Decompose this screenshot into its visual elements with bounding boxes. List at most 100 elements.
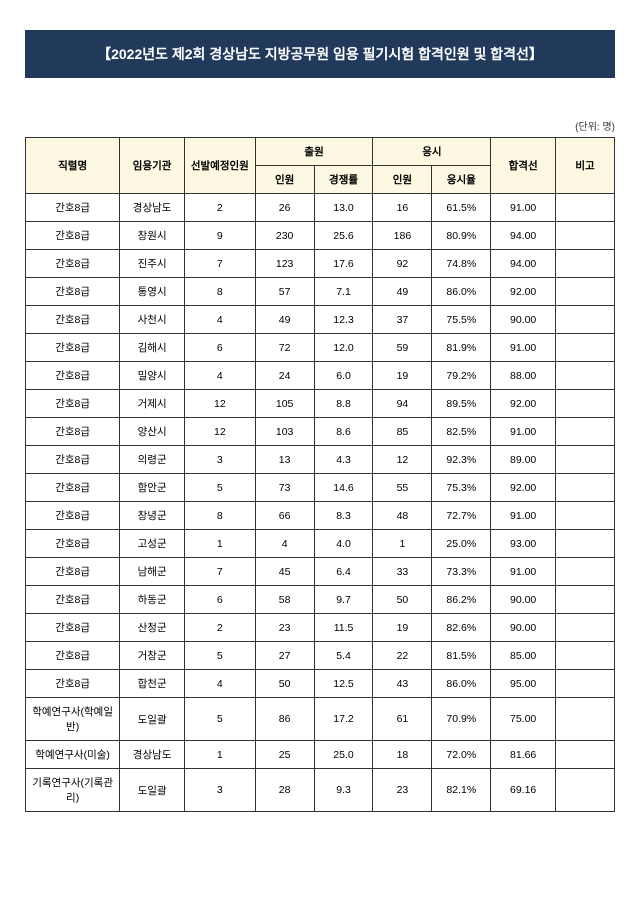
cell-takeRate: 89.5%: [432, 390, 491, 418]
cell-takeRate: 81.5%: [432, 642, 491, 670]
cell-appCount: 103: [255, 418, 314, 446]
cell-takeCount: 48: [373, 502, 432, 530]
cell-appCount: 24: [255, 362, 314, 390]
table-row: 간호8급거제시121058.89489.5%92.00: [26, 390, 615, 418]
cell-note: [556, 306, 615, 334]
table-row: 간호8급김해시67212.05981.9%91.00: [26, 334, 615, 362]
table-row: 간호8급합천군45012.54386.0%95.00: [26, 670, 615, 698]
cell-pass: 88.00: [491, 362, 556, 390]
cell-jobName: 간호8급: [26, 306, 120, 334]
cell-agency: 고성군: [120, 530, 185, 558]
header-apply-group: 출원: [255, 138, 373, 166]
cell-takeCount: 19: [373, 614, 432, 642]
cell-agency: 산청군: [120, 614, 185, 642]
cell-takeCount: 1: [373, 530, 432, 558]
cell-takeCount: 59: [373, 334, 432, 362]
cell-takeRate: 61.5%: [432, 194, 491, 222]
table-row: 간호8급진주시712317.69274.8%94.00: [26, 250, 615, 278]
cell-appRatio: 17.6: [314, 250, 373, 278]
cell-plan: 4: [185, 306, 256, 334]
cell-plan: 7: [185, 250, 256, 278]
cell-jobName: 간호8급: [26, 586, 120, 614]
cell-agency: 거창군: [120, 642, 185, 670]
cell-takeRate: 86.0%: [432, 670, 491, 698]
cell-pass: 90.00: [491, 614, 556, 642]
cell-note: [556, 474, 615, 502]
cell-takeRate: 80.9%: [432, 222, 491, 250]
cell-agency: 창원시: [120, 222, 185, 250]
cell-agency: 김해시: [120, 334, 185, 362]
cell-appRatio: 7.1: [314, 278, 373, 306]
table-row: 간호8급남해군7456.43373.3%91.00: [26, 558, 615, 586]
cell-jobName: 간호8급: [26, 194, 120, 222]
cell-note: [556, 446, 615, 474]
cell-appCount: 57: [255, 278, 314, 306]
table-row: 간호8급산청군22311.51982.6%90.00: [26, 614, 615, 642]
cell-appCount: 123: [255, 250, 314, 278]
cell-jobName: 간호8급: [26, 250, 120, 278]
cell-jobName: 간호8급: [26, 502, 120, 530]
cell-note: [556, 278, 615, 306]
cell-jobName: 학예연구사(학예일반): [26, 698, 120, 741]
cell-takeRate: 82.6%: [432, 614, 491, 642]
cell-note: [556, 558, 615, 586]
cell-note: [556, 741, 615, 769]
cell-note: [556, 502, 615, 530]
cell-takeCount: 12: [373, 446, 432, 474]
cell-agency: 경상남도: [120, 194, 185, 222]
cell-jobName: 학예연구사(미술): [26, 741, 120, 769]
cell-takeCount: 186: [373, 222, 432, 250]
cell-appRatio: 4.0: [314, 530, 373, 558]
cell-plan: 3: [185, 446, 256, 474]
cell-appRatio: 9.3: [314, 769, 373, 812]
cell-agency: 의령군: [120, 446, 185, 474]
cell-takeCount: 50: [373, 586, 432, 614]
cell-appCount: 105: [255, 390, 314, 418]
cell-appRatio: 13.0: [314, 194, 373, 222]
cell-jobName: 간호8급: [26, 530, 120, 558]
cell-pass: 69.16: [491, 769, 556, 812]
cell-appCount: 72: [255, 334, 314, 362]
cell-plan: 12: [185, 418, 256, 446]
cell-jobName: 간호8급: [26, 278, 120, 306]
cell-takeCount: 92: [373, 250, 432, 278]
cell-plan: 5: [185, 642, 256, 670]
unit-label: (단위: 명): [25, 118, 615, 133]
cell-agency: 거제시: [120, 390, 185, 418]
cell-appCount: 49: [255, 306, 314, 334]
cell-plan: 8: [185, 278, 256, 306]
cell-appRatio: 25.0: [314, 741, 373, 769]
table-row: 간호8급통영시8577.14986.0%92.00: [26, 278, 615, 306]
cell-appRatio: 4.3: [314, 446, 373, 474]
cell-agency: 도일괄: [120, 698, 185, 741]
cell-agency: 남해군: [120, 558, 185, 586]
cell-appCount: 27: [255, 642, 314, 670]
cell-appCount: 45: [255, 558, 314, 586]
cell-plan: 5: [185, 474, 256, 502]
cell-agency: 사천시: [120, 306, 185, 334]
cell-takeRate: 72.0%: [432, 741, 491, 769]
cell-pass: 89.00: [491, 446, 556, 474]
cell-appRatio: 8.3: [314, 502, 373, 530]
cell-appCount: 50: [255, 670, 314, 698]
cell-appCount: 28: [255, 769, 314, 812]
cell-appCount: 58: [255, 586, 314, 614]
cell-appRatio: 11.5: [314, 614, 373, 642]
table-row: 간호8급고성군144.0125.0%93.00: [26, 530, 615, 558]
cell-takeCount: 55: [373, 474, 432, 502]
cell-note: [556, 418, 615, 446]
cell-appCount: 86: [255, 698, 314, 741]
cell-takeCount: 33: [373, 558, 432, 586]
cell-takeCount: 19: [373, 362, 432, 390]
cell-takeCount: 23: [373, 769, 432, 812]
cell-takeCount: 43: [373, 670, 432, 698]
cell-plan: 1: [185, 530, 256, 558]
cell-agency: 합천군: [120, 670, 185, 698]
cell-agency: 밀양시: [120, 362, 185, 390]
table-row: 간호8급의령군3134.31292.3%89.00: [26, 446, 615, 474]
cell-appRatio: 9.7: [314, 586, 373, 614]
cell-pass: 81.66: [491, 741, 556, 769]
header-apply-ratio: 경쟁률: [314, 166, 373, 194]
cell-takeCount: 94: [373, 390, 432, 418]
header-apply-count: 인원: [255, 166, 314, 194]
